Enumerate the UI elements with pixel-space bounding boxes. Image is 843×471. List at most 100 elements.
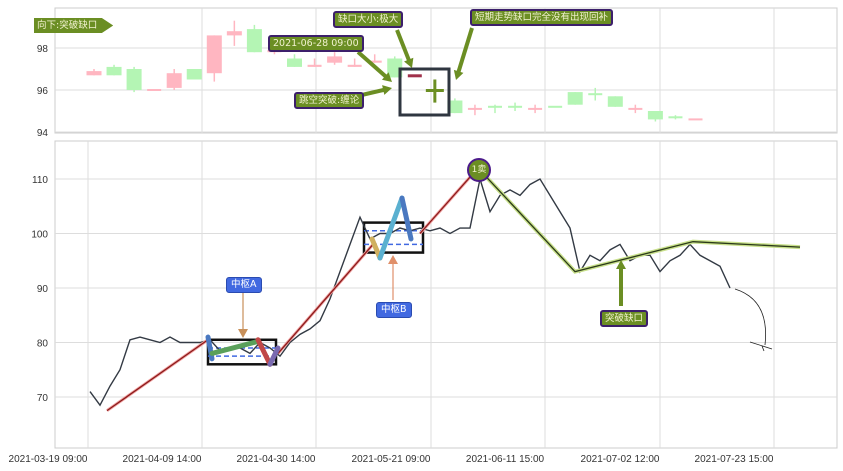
candle-body xyxy=(307,64,322,67)
candle xyxy=(186,69,202,80)
candle xyxy=(287,54,302,67)
candle xyxy=(567,92,583,105)
candle-body xyxy=(588,93,603,96)
note-arrow-head xyxy=(453,69,464,80)
candle xyxy=(347,58,362,67)
note-arrow-shaft xyxy=(456,27,474,74)
segment-line xyxy=(377,195,405,261)
candle-body xyxy=(347,64,362,67)
candle xyxy=(467,104,482,116)
x-tick-label: 2021-05-21 09:00 xyxy=(352,454,431,465)
candle xyxy=(126,66,142,93)
pivot-b-label: 中枢B xyxy=(376,302,412,318)
gap-note-tag: 短期走势缺口完全没有出现回补 xyxy=(470,9,614,26)
gap-type-tag: 跳空突破:缠论 xyxy=(294,92,365,109)
candle xyxy=(206,35,222,82)
candle-body xyxy=(226,31,242,36)
candle-body xyxy=(488,105,502,108)
candle xyxy=(548,105,563,108)
direction-tag: 向下:突破缺口 xyxy=(34,18,114,33)
candle-body xyxy=(126,69,142,90)
candle xyxy=(488,104,502,114)
candle-body xyxy=(287,58,302,67)
candle xyxy=(628,104,643,114)
segment-line xyxy=(399,195,414,242)
bi-up-line xyxy=(106,339,209,412)
candle xyxy=(508,102,523,111)
candle-body xyxy=(327,56,343,63)
segment-line xyxy=(267,345,281,367)
x-tick-label: 2021-07-02 12:00 xyxy=(581,454,660,465)
candle-body xyxy=(186,69,202,80)
date-arrow-shaft xyxy=(356,50,388,79)
bi-down-line xyxy=(477,167,801,273)
candle xyxy=(588,87,603,101)
candle-body xyxy=(447,100,463,114)
gap-size-arrow-head xyxy=(404,57,414,68)
candle-body xyxy=(407,74,422,78)
candle-body xyxy=(607,96,623,107)
x-tick-label: 2021-07-23 15:00 xyxy=(695,454,774,465)
candle xyxy=(106,64,122,76)
candle-body xyxy=(86,71,102,76)
gap-size-tag: 缺口大小:极大 xyxy=(333,11,404,28)
candle xyxy=(166,69,182,90)
candle-body xyxy=(508,105,523,108)
gap-type-arrow-head xyxy=(382,85,392,95)
candle xyxy=(367,54,382,63)
candle-body xyxy=(647,111,663,120)
candle-body xyxy=(567,92,583,105)
candle xyxy=(447,98,463,114)
bottom-panel-frame xyxy=(54,140,838,449)
gap-signal-label: 突破缺口 xyxy=(600,310,649,327)
candle xyxy=(407,74,422,78)
pivot-a-arrow-head xyxy=(238,329,248,338)
candle-body xyxy=(246,29,262,53)
date-arrow-head xyxy=(381,72,392,82)
candle-body xyxy=(166,73,182,88)
bottom-y-tick: 100 xyxy=(31,230,48,241)
top-y-tick: 98 xyxy=(37,44,49,55)
x-tick-label: 2021-04-09 14:00 xyxy=(123,454,202,465)
candle xyxy=(607,96,623,107)
x-tick-label: 2021-03-19 09:00 xyxy=(9,454,88,465)
gap-highlight-box xyxy=(398,67,451,117)
candle-body xyxy=(147,89,162,91)
bi-up-line xyxy=(277,243,374,354)
candle xyxy=(425,79,444,103)
candle-body xyxy=(628,107,643,110)
date-tag: 2021-06-28 09:00 xyxy=(268,35,364,52)
candle xyxy=(226,20,242,46)
gap-signal-arrow-head xyxy=(616,260,626,269)
x-tick-label: 2021-04-30 14:00 xyxy=(237,454,316,465)
candle-body xyxy=(548,105,563,108)
candle-body xyxy=(668,116,683,119)
candle-body xyxy=(467,107,482,110)
candle xyxy=(307,58,322,67)
segment-line xyxy=(255,337,273,367)
candle-body xyxy=(688,118,703,121)
gap-size-arrow-shaft xyxy=(395,29,412,63)
candle xyxy=(86,69,102,76)
pivot-b-arrow-head xyxy=(388,255,398,264)
candle xyxy=(647,111,663,122)
candle-body xyxy=(528,107,543,110)
segment-line xyxy=(209,338,261,356)
bottom-y-tick: 80 xyxy=(37,339,49,350)
hand-drawn-curve xyxy=(734,288,773,352)
candle-body xyxy=(425,89,444,92)
bottom-y-tick: 70 xyxy=(37,393,49,404)
candle-body xyxy=(206,35,222,74)
candle xyxy=(528,104,543,114)
top-y-tick: 94 xyxy=(37,128,49,139)
candle-body xyxy=(106,66,122,76)
sell1-marker: 1卖 xyxy=(467,158,491,182)
candle xyxy=(688,118,703,121)
bi-up-line xyxy=(419,167,479,234)
candle xyxy=(327,52,343,65)
top-y-tick: 96 xyxy=(37,86,49,97)
bottom-y-tick: 90 xyxy=(37,284,49,295)
x-tick-label: 2021-06-11 15:00 xyxy=(466,454,545,465)
